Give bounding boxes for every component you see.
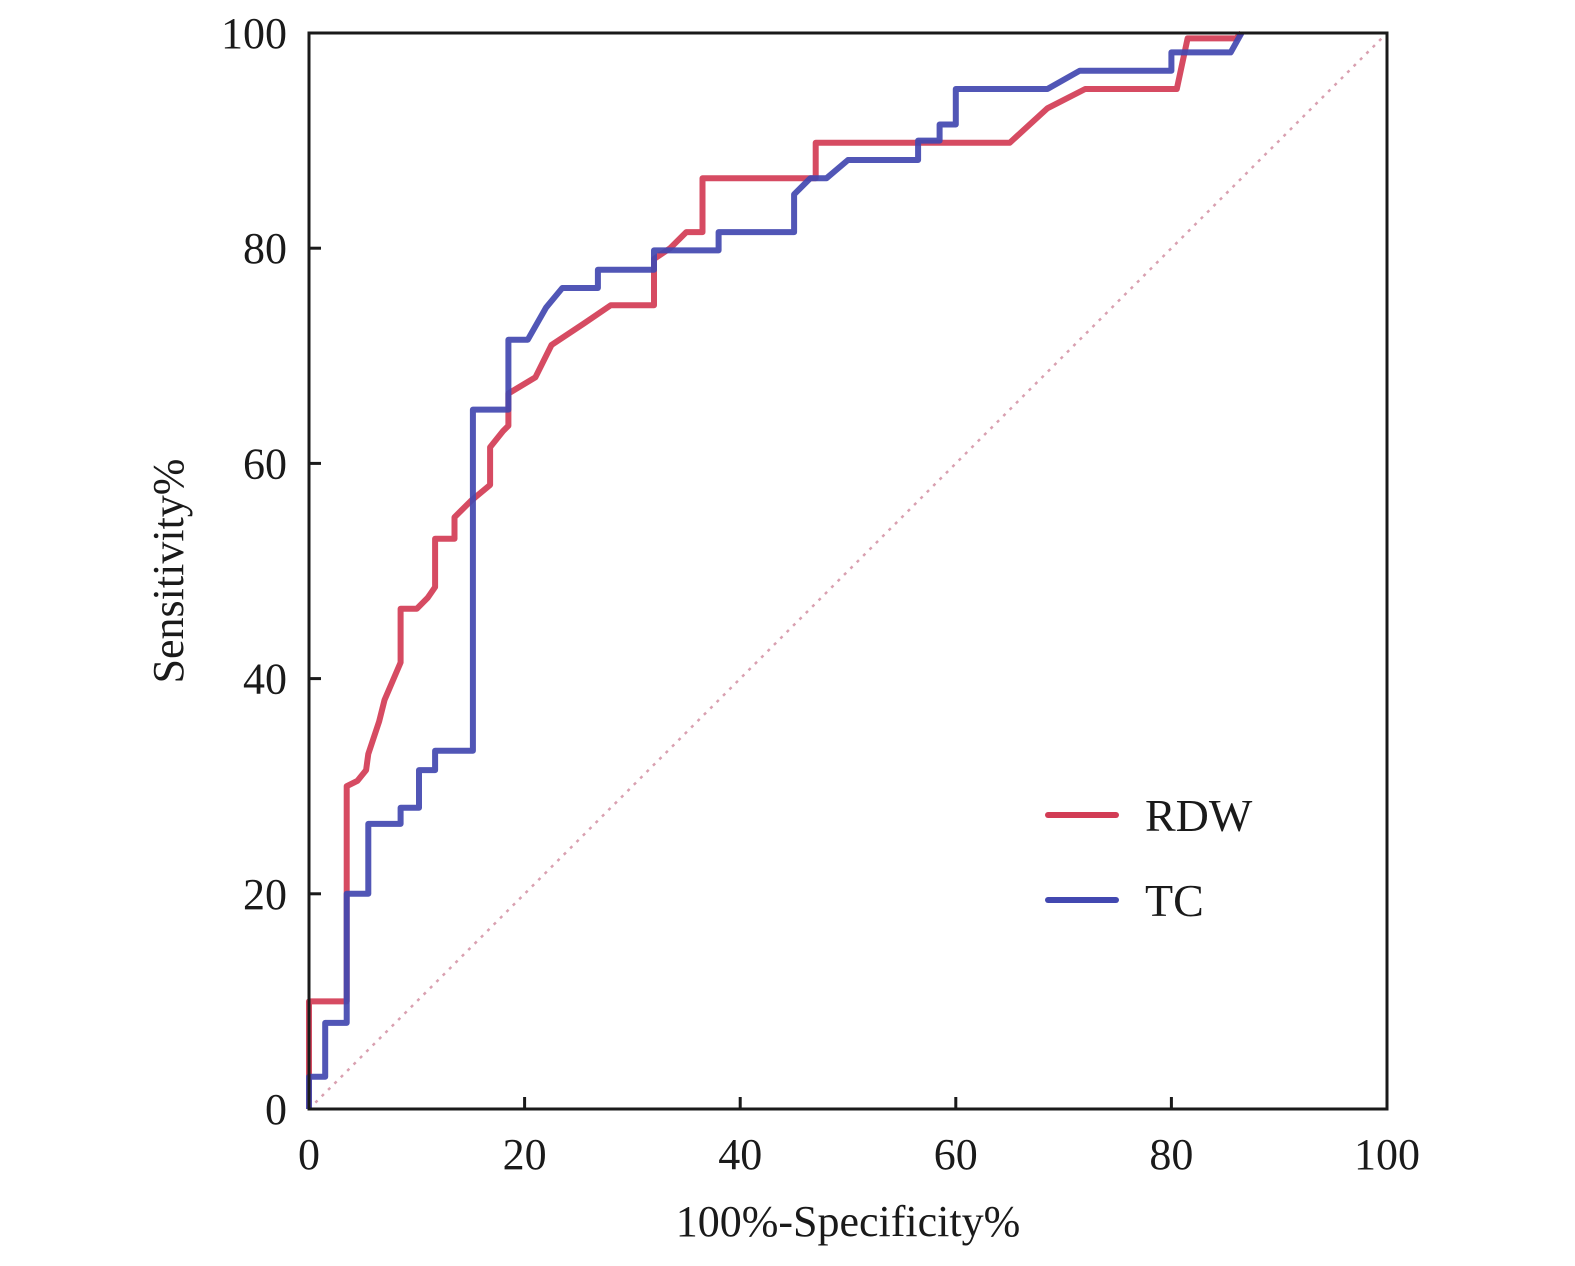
- x-tick-label: 60: [934, 1130, 978, 1179]
- y-tick-label: 60: [243, 439, 287, 488]
- legend-label-tc: TC: [1145, 875, 1204, 926]
- series-layer: [306, 30, 1245, 1109]
- plot-frame: [307, 31, 1389, 1111]
- y-tick-label: 100: [221, 9, 287, 58]
- x-tick-label: 20: [503, 1130, 547, 1179]
- legend: RDW TC: [1045, 790, 1253, 926]
- x-tick-label: 80: [1149, 1130, 1193, 1179]
- reference-layer: [308, 32, 1388, 1110]
- y-tick-label: 80: [243, 224, 287, 273]
- y-axis: 0 20 40 60 80 100: [221, 9, 321, 1134]
- x-axis: 0 20 40 60 80 100: [298, 1097, 1420, 1179]
- series-line-tc: [306, 31, 1245, 1109]
- series-line-rdw: [306, 30, 1244, 1109]
- x-tick-label: 0: [298, 1130, 320, 1179]
- legend-label-rdw: RDW: [1145, 790, 1253, 841]
- y-axis-title: Sensitivity%: [144, 459, 193, 684]
- x-tick-label: 40: [718, 1130, 762, 1179]
- x-axis-title: 100%-Specificity%: [676, 1197, 1021, 1246]
- y-tick-label: 0: [265, 1085, 287, 1134]
- y-tick-label: 40: [243, 655, 287, 704]
- reference-diagonal-line: [308, 32, 1388, 1110]
- y-tick-label: 20: [243, 870, 287, 919]
- x-tick-label: 100: [1354, 1130, 1420, 1179]
